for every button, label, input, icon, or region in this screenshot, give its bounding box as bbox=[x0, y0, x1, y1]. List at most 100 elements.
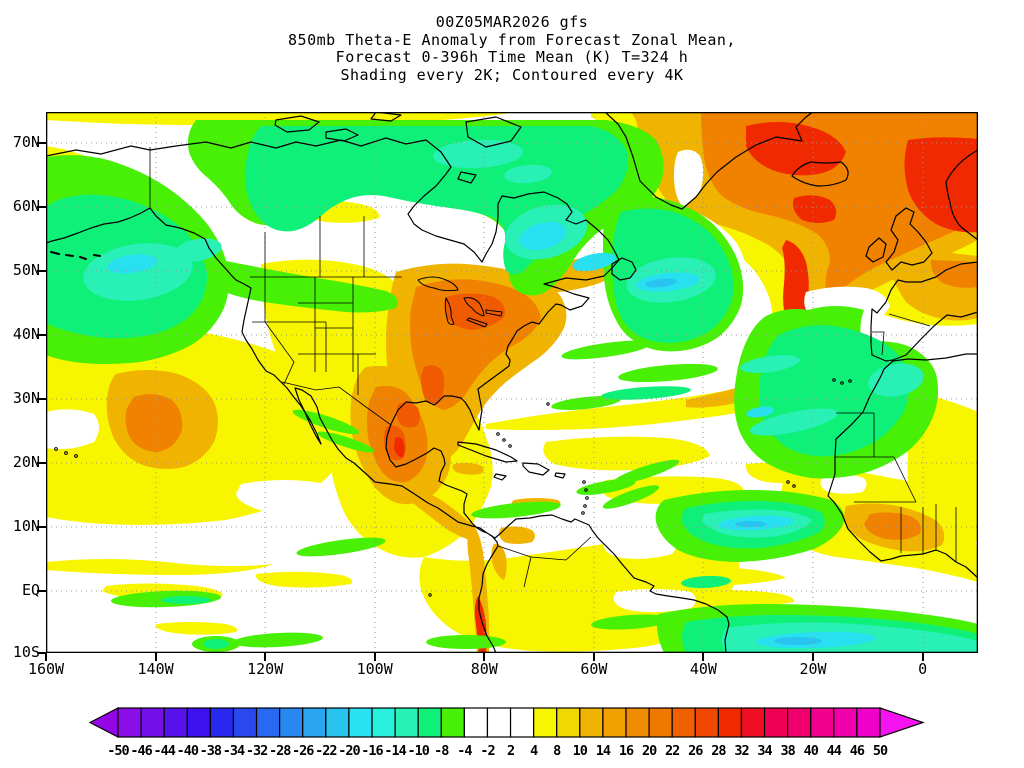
anomaly-map bbox=[46, 112, 978, 653]
lat-label-70N: 70N bbox=[12, 133, 40, 151]
colorbar-label--40: -40 bbox=[177, 743, 199, 759]
lat-label-30N: 30N bbox=[12, 389, 40, 407]
colorbar-box bbox=[648, 707, 673, 738]
lon-label-160W: 160W bbox=[27, 660, 65, 678]
colorbar-right-arrow bbox=[879, 707, 925, 738]
victoria-island-coast bbox=[274, 115, 320, 133]
north-america-coast bbox=[46, 137, 620, 534]
colorbar-box bbox=[140, 707, 165, 738]
lon-label-40W: 40W bbox=[689, 660, 717, 678]
colorbar-label--38: -38 bbox=[200, 743, 222, 759]
south-america-east-coast bbox=[489, 514, 730, 653]
lon-label-100W: 100W bbox=[356, 660, 393, 678]
lat-label-40N: 40N bbox=[12, 325, 40, 343]
lat-tick bbox=[37, 334, 46, 336]
colorbar-label-28: 28 bbox=[711, 743, 726, 759]
colorbar-label-14: 14 bbox=[596, 743, 611, 759]
devon-island-coast bbox=[370, 112, 402, 122]
colorbar-box bbox=[763, 707, 789, 738]
colorbar-label-8: 8 bbox=[553, 743, 561, 759]
shading-sky-blue bbox=[645, 278, 822, 645]
great-lakes bbox=[417, 276, 503, 328]
colorbar-box bbox=[787, 707, 812, 738]
lon-tick bbox=[921, 653, 924, 661]
map-area bbox=[46, 112, 978, 653]
lat-label-20N: 20N bbox=[12, 453, 40, 471]
colorbar-label--16: -16 bbox=[361, 743, 383, 759]
colorbar-label--10: -10 bbox=[407, 743, 429, 759]
colorbar-box bbox=[625, 707, 650, 738]
colorbar-box bbox=[163, 707, 188, 738]
lat-tick bbox=[37, 526, 46, 528]
colorbar-box bbox=[255, 707, 281, 738]
colorbar-label-46: 46 bbox=[850, 743, 865, 759]
lon-label-60W: 60W bbox=[580, 660, 608, 678]
cuba-coast bbox=[457, 441, 518, 463]
colorbar-box bbox=[740, 707, 766, 738]
lat-tick bbox=[37, 206, 46, 208]
colorbar-label-34: 34 bbox=[757, 743, 772, 759]
colorbar-label-38: 38 bbox=[781, 743, 796, 759]
political-borders bbox=[149, 147, 957, 588]
colorbar-label--20: -20 bbox=[338, 743, 360, 759]
map-border bbox=[46, 112, 978, 653]
colorbar-box bbox=[486, 707, 512, 738]
ireland-coast bbox=[865, 237, 887, 263]
colorbar-label--22: -22 bbox=[315, 743, 336, 759]
jamaica-coast bbox=[493, 473, 507, 481]
lon-label-140W: 140W bbox=[137, 660, 174, 678]
greenland-coast bbox=[604, 112, 814, 210]
lon-label-0: 0 bbox=[918, 660, 928, 678]
colorbar-label-26: 26 bbox=[688, 743, 703, 759]
lat-tick bbox=[37, 462, 46, 464]
britain-coast bbox=[885, 207, 933, 271]
colorbar-box bbox=[556, 707, 581, 738]
lat-tick bbox=[37, 652, 46, 654]
colorbar-label-10: 10 bbox=[573, 743, 588, 759]
colorbar-box bbox=[279, 707, 304, 738]
title-line-3: Forecast 0-396h Time Mean (K) T=324 h bbox=[335, 48, 689, 66]
aleutian-islands bbox=[50, 251, 101, 260]
colorbar-label--26: -26 bbox=[292, 743, 314, 759]
lat-label-EQ: EQ bbox=[21, 581, 40, 599]
lat-label-10N: 10N bbox=[12, 517, 40, 535]
title-block: 00Z05MAR2026 gfs 850mb Theta-E Anomaly f… bbox=[0, 13, 1024, 84]
puerto-rico-coast bbox=[554, 472, 566, 479]
colorbar-label--46: -46 bbox=[130, 743, 152, 759]
lat-label-60N: 60N bbox=[12, 197, 40, 215]
lon-label-80W: 80W bbox=[470, 660, 498, 678]
colorbar-label-4: 4 bbox=[530, 743, 538, 759]
lat-label-50N: 50N bbox=[12, 261, 40, 279]
colorbar-label--50: -50 bbox=[107, 743, 129, 759]
colorbar-label--2: -2 bbox=[480, 743, 494, 759]
lon-label-20W: 20W bbox=[799, 660, 827, 678]
small-islands bbox=[54, 378, 852, 597]
colorbar-label-2: 2 bbox=[507, 743, 514, 759]
colorbar-box bbox=[209, 707, 235, 738]
colorbar-box bbox=[810, 707, 835, 738]
baffin-island-coast bbox=[465, 116, 522, 148]
colorbar-box bbox=[417, 707, 442, 738]
colorbar-label--4: -4 bbox=[457, 743, 472, 759]
colorbar-label-32: 32 bbox=[734, 743, 748, 759]
colorbar-box bbox=[856, 707, 881, 738]
iceland-coast bbox=[791, 161, 849, 187]
southampton-island-coast bbox=[457, 171, 477, 184]
lat-tick bbox=[37, 590, 46, 592]
colorbar-box bbox=[186, 707, 211, 738]
colorbar-box bbox=[325, 707, 350, 738]
colorbar-label-22: 22 bbox=[665, 743, 679, 759]
title-line-4: Shading every 2K; Contoured every 4K bbox=[340, 65, 684, 84]
colorbar-label--8: -8 bbox=[434, 743, 449, 759]
colorbar-box bbox=[440, 707, 465, 738]
lat-tick bbox=[37, 270, 46, 272]
colorbar-box bbox=[602, 707, 627, 738]
lat-label-10S: 10S bbox=[12, 643, 40, 661]
colorbar-box bbox=[509, 707, 535, 738]
newfoundland-coast bbox=[611, 257, 637, 281]
norway-coast bbox=[945, 149, 978, 241]
title-line-2: 850mb Theta-E Anomaly from Forecast Zona… bbox=[288, 30, 736, 49]
arctic-island-coast bbox=[325, 128, 359, 142]
colorbar-box bbox=[717, 707, 743, 738]
